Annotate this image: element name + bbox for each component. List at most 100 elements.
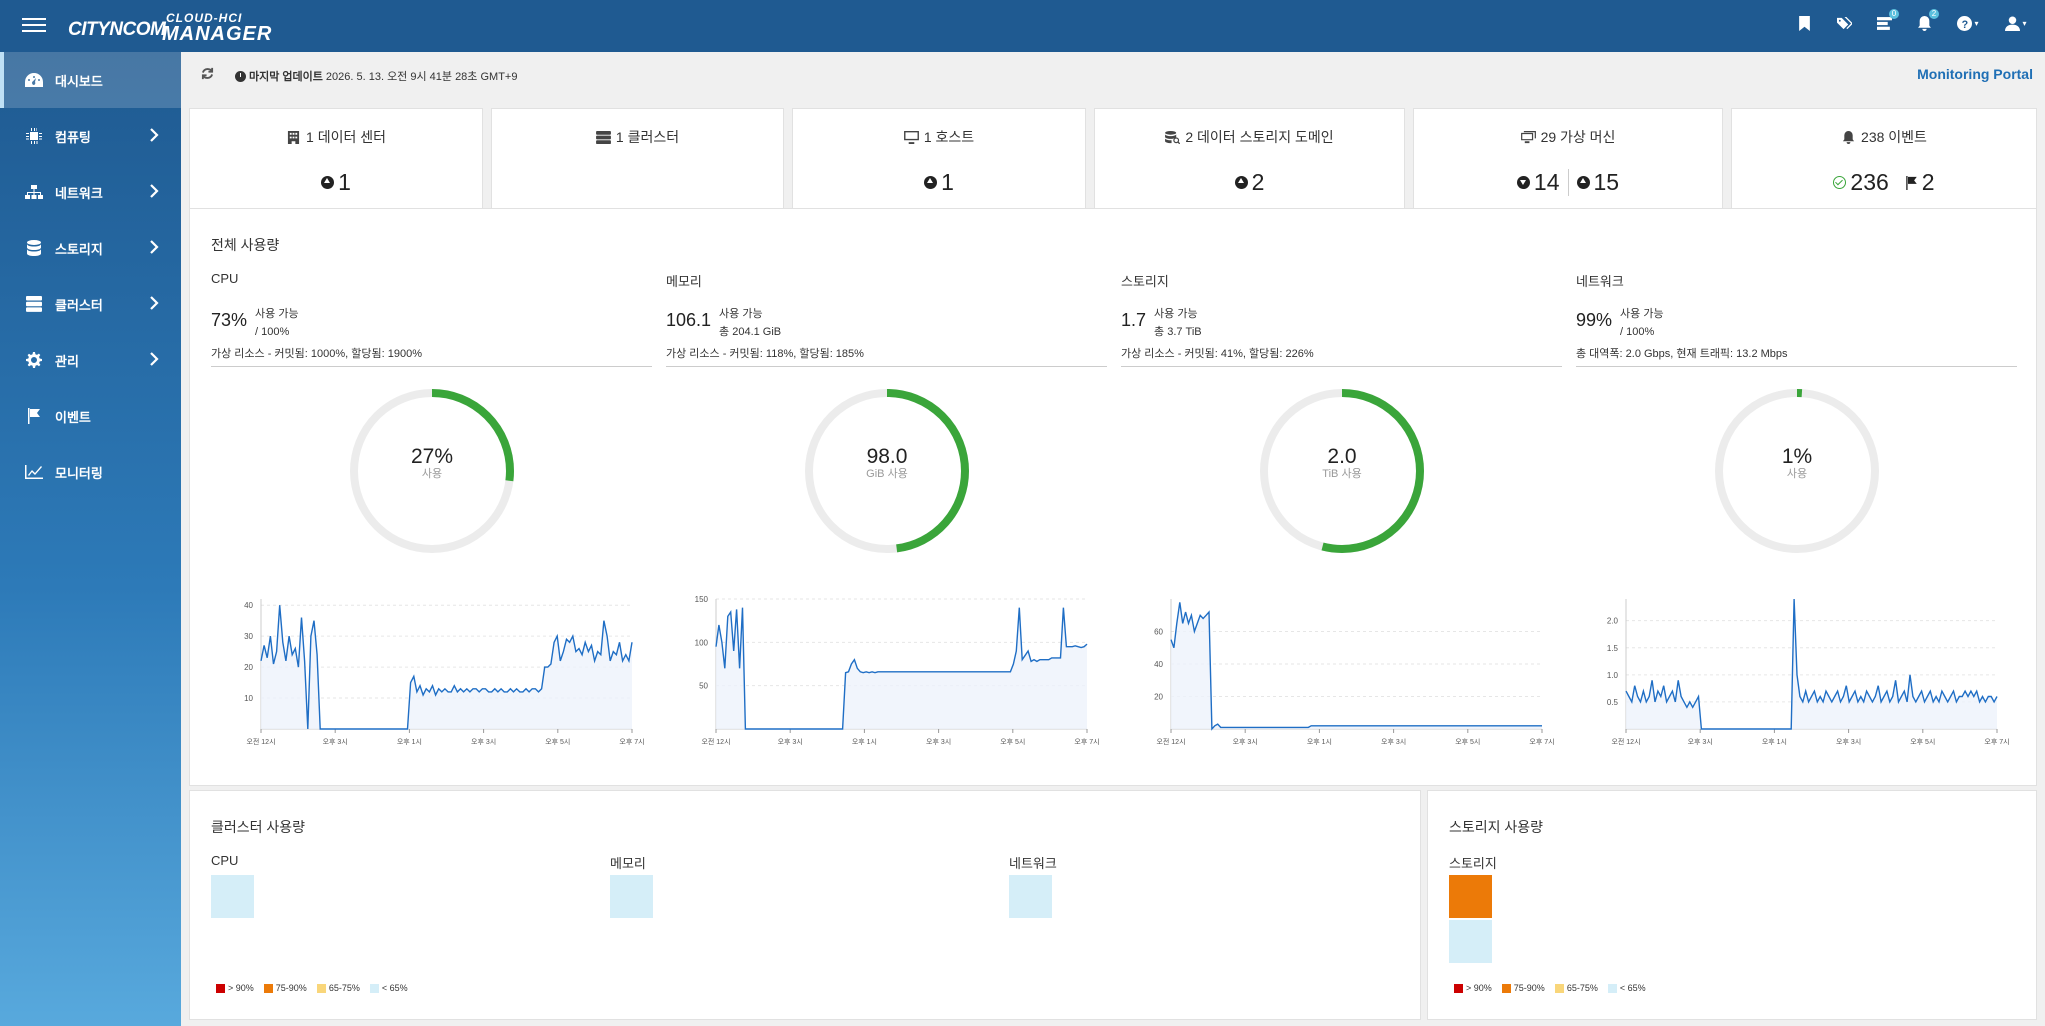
datacenter-up-count: 1 xyxy=(338,169,351,195)
sidebar-item-label: 이벤트 xyxy=(55,409,91,425)
sidebar-item-events[interactable]: 이벤트 xyxy=(0,388,181,444)
virtual-machine-icon xyxy=(1520,130,1536,143)
storage-usage-label: 스토리지 xyxy=(1449,856,1497,871)
x-tick-label: 오후 3시 xyxy=(471,738,496,746)
x-tick-label: 오후 3시 xyxy=(1836,738,1861,746)
x-tick-label: 오후 5시 xyxy=(1455,738,1480,746)
memory-donut-value: 98.0 xyxy=(866,445,908,468)
sidebar-item-monitoring[interactable]: 모니터링 xyxy=(0,444,181,500)
brand-name: CITYNCOM xyxy=(68,19,166,40)
building-icon xyxy=(287,130,300,144)
brand-sub-top: CLOUD-HCI xyxy=(166,11,243,25)
x-tick-label: 오전 12시 xyxy=(246,737,275,746)
memory-available-value: 106.1 xyxy=(666,310,712,330)
vm-down-count: 14 xyxy=(1533,169,1560,195)
tags-icon[interactable] xyxy=(1835,14,1853,32)
series-area xyxy=(1171,602,1542,729)
main-content: 마지막 업데이트 2026. 5. 13. 오전 9시 41분 28초 GMT+9… xyxy=(181,52,2045,1026)
legend-item: > 90% xyxy=(1454,983,1492,994)
vm-title: 29 가상 머신 xyxy=(1540,129,1616,145)
cpu-virtual-resources: 가상 리소스 - 커밋됨: 1000%, 할당됨: 1900% xyxy=(211,348,422,360)
cluster-usage-legend: > 90% 75-90% 65-75% < 65% xyxy=(216,983,408,994)
last-updated-label: 마지막 업데이트 xyxy=(249,71,323,83)
sidebar-item-admin[interactable]: 관리 xyxy=(0,332,181,388)
event-title: 238 이벤트 xyxy=(1861,129,1927,145)
legend-item: 75-90% xyxy=(263,983,307,994)
x-tick-label: 오후 1시 xyxy=(1307,738,1332,746)
legend-item: < 65% xyxy=(1607,983,1646,994)
series-line xyxy=(1170,602,1542,731)
y-tick-label: 40 xyxy=(1154,660,1163,669)
bell-icon[interactable]: 2 xyxy=(1915,9,1939,32)
memory-virtual-resources: 가상 리소스 - 커밋됨: 118%, 할당됨: 185% xyxy=(666,348,864,360)
user-menu[interactable]: ▾ xyxy=(2003,14,2029,32)
last-updated: 마지막 업데이트 2026. 5. 13. 오전 9시 41분 28초 GMT+9 xyxy=(235,68,517,84)
y-tick-label: 150 xyxy=(695,595,709,604)
network-label: 네트워크 xyxy=(1576,274,1624,289)
cluster-cpu-label: CPU xyxy=(211,853,239,868)
top-navbar: CITYNCOM CLOUD-HCI MANAGER 0 2 ? ▾ ▾ xyxy=(0,0,2045,52)
sidebar-item-storage[interactable]: 스토리지 xyxy=(0,220,181,276)
vm-up-count: 15 xyxy=(1593,169,1620,195)
arrow-down-circle-icon xyxy=(1516,176,1530,189)
event-flag-count: 2 xyxy=(1921,169,1935,195)
gear-icon xyxy=(24,351,44,369)
brand-sub-bottom: MANAGER xyxy=(162,23,273,45)
y-tick-label: 1.5 xyxy=(1607,644,1619,653)
flag-icon xyxy=(24,407,44,425)
sidebar-item-computing[interactable]: 컴퓨팅 xyxy=(0,108,181,164)
chevron-right-icon xyxy=(149,352,163,368)
brand-logo[interactable]: CITYNCOM CLOUD-HCI MANAGER xyxy=(68,8,271,45)
y-tick-label: 0.5 xyxy=(1607,698,1619,707)
cluster-memory-heatmap-cell[interactable] xyxy=(610,875,653,918)
x-tick-label: 오후 7시 xyxy=(1074,738,1099,746)
memory-available-label: 사용 가능 xyxy=(719,308,763,320)
y-tick-label: 10 xyxy=(244,694,253,703)
legend-item: < 65% xyxy=(369,983,408,994)
server-stack-icon xyxy=(24,295,44,313)
menu-toggle-icon[interactable] xyxy=(22,14,46,36)
storage-available-value: 1.7 xyxy=(1121,310,1147,330)
series-area xyxy=(716,607,1087,729)
monitoring-portal-link[interactable]: Monitoring Portal xyxy=(1917,66,2033,82)
storage-heatmap-cell-normal[interactable] xyxy=(1449,920,1492,963)
network-donut-chart: 1% 사용 xyxy=(1711,385,1883,557)
chevron-right-icon xyxy=(149,240,163,256)
x-tick-label: 오후 5시 xyxy=(1000,738,1025,746)
storage-virtual-resources: 가상 리소스 - 커밋됨: 41%, 할당됨: 226% xyxy=(1121,348,1314,360)
network-icon xyxy=(24,183,44,201)
status-bar: 마지막 업데이트 2026. 5. 13. 오전 9시 41분 28초 GMT+9… xyxy=(189,60,2037,90)
chevron-right-icon xyxy=(149,128,163,144)
series-line xyxy=(1625,598,1998,730)
y-tick-label: 100 xyxy=(695,638,709,647)
desktop-icon xyxy=(903,130,919,144)
cluster-network-heatmap-cell[interactable] xyxy=(1009,875,1052,918)
cluster-cpu-heatmap-cell[interactable] xyxy=(211,875,254,918)
storage-domain-title: 2 데이터 스토리지 도메인 xyxy=(1185,129,1334,145)
storage-donut-value: 2.0 xyxy=(1327,445,1357,468)
legend-item: 65-75% xyxy=(316,983,360,994)
help-menu[interactable]: ? ▾ xyxy=(1955,14,1981,32)
bookmark-icon[interactable] xyxy=(1795,14,1813,32)
cpu-sparkline: 40 30 20 10 오전 12시 오후 3시 오후 1시 오후 3시 오후 5시 오후 7시 xyxy=(211,589,652,764)
cluster-usage-card: 클러스터 사용량 CPU 메모리 네트워크 > 90% 75-90% 65-75… xyxy=(189,790,1421,1020)
network-donut-value: 1% xyxy=(1781,445,1813,468)
x-tick-label: 오후 5시 xyxy=(1910,738,1935,746)
tasks-icon[interactable]: 0 xyxy=(1875,9,1899,32)
storage-utilization: 스토리지 1.7 사용 가능 총 3.7 TiB 가상 리소스 - 커밋됨: 41%… xyxy=(1121,271,1562,771)
x-tick-label: 오후 3시 xyxy=(323,738,348,746)
storage-domain-up-count: 2 xyxy=(1251,169,1265,195)
sidebar-item-network[interactable]: 네트워크 xyxy=(0,164,181,220)
bell-icon xyxy=(1842,130,1855,144)
sidebar-item-dashboard[interactable]: 대시보드 xyxy=(0,52,181,108)
storage-sparkline: 60 40 20 오전 12시 오후 3시 오후 1시 오후 3시 오후 5시 오후 7시 xyxy=(1121,589,1562,764)
sidebar-item-cluster[interactable]: 클러스터 xyxy=(0,276,181,332)
x-tick-label: 오전 12시 xyxy=(1156,737,1185,746)
legend-item: > 90% xyxy=(216,983,254,994)
refresh-icon[interactable] xyxy=(201,67,217,83)
storage-donut-label: TiB 사용 xyxy=(1322,468,1362,480)
x-tick-label: 오후 7시 xyxy=(619,738,644,746)
storage-heatmap-cell-warning[interactable] xyxy=(1449,875,1492,918)
arrow-up-circle-icon xyxy=(1576,176,1590,189)
sidebar-item-label: 네트워크 xyxy=(55,185,103,201)
